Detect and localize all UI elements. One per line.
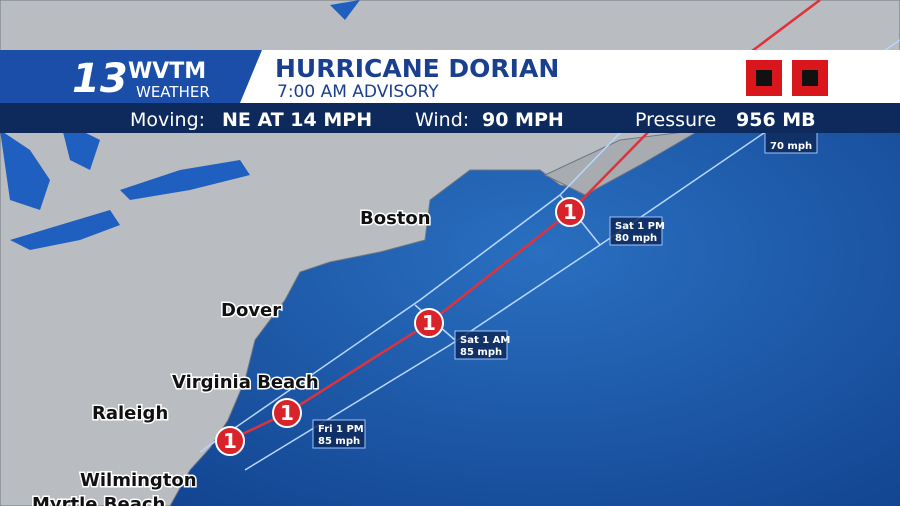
logo-number: 13 [72, 56, 128, 102]
forecast-time: Sat 1 AM [460, 335, 510, 346]
wind-value: 90 MPH [482, 109, 564, 131]
storm-category: 1 [563, 200, 577, 224]
storm-marker [555, 197, 585, 227]
forecast-box [312, 419, 366, 449]
storm-marker [414, 308, 444, 338]
city-label: Boston [360, 208, 431, 229]
warning-icon [756, 70, 772, 86]
forecast-time: Fri 1 PM [318, 424, 364, 435]
info-bar [0, 103, 900, 133]
warning-icon [802, 70, 818, 86]
logo-box [0, 50, 262, 103]
pressure-value: 956 MB [736, 109, 816, 131]
logo-weather: WEATHER [136, 83, 210, 101]
forecast-wind: 80 mph [615, 233, 657, 244]
storm-category: 1 [280, 401, 294, 425]
city-label: Myrtle Beach [32, 494, 165, 506]
storm-category: 1 [223, 429, 237, 453]
moving-label: Moving: [130, 109, 205, 131]
pressure-label: Pressure [635, 109, 716, 131]
forecast-box [609, 216, 663, 246]
city-label: Dover [221, 300, 281, 321]
moving-value: NE AT 14 MPH [222, 109, 372, 131]
forecast-box [454, 330, 508, 360]
title: HURRICANE DORIAN [275, 54, 559, 83]
forecast-wind: 85 mph [460, 347, 502, 358]
city-label: Raleigh [92, 403, 168, 424]
storm-marker [215, 426, 245, 456]
city-label: Wilmington [80, 470, 197, 491]
city-label: Virginia Beach [172, 372, 319, 393]
storm-category: 1 [422, 311, 436, 335]
forecast-wind: 70 mph [770, 141, 812, 152]
forecast-wind: 85 mph [318, 436, 360, 447]
wind-label: Wind: [415, 109, 469, 131]
storm-marker [272, 398, 302, 428]
forecast-time: Sat 1 PM [615, 221, 665, 232]
subtitle: 7:00 AM ADVISORY [277, 82, 439, 102]
logo-station: WVTM [128, 59, 206, 84]
